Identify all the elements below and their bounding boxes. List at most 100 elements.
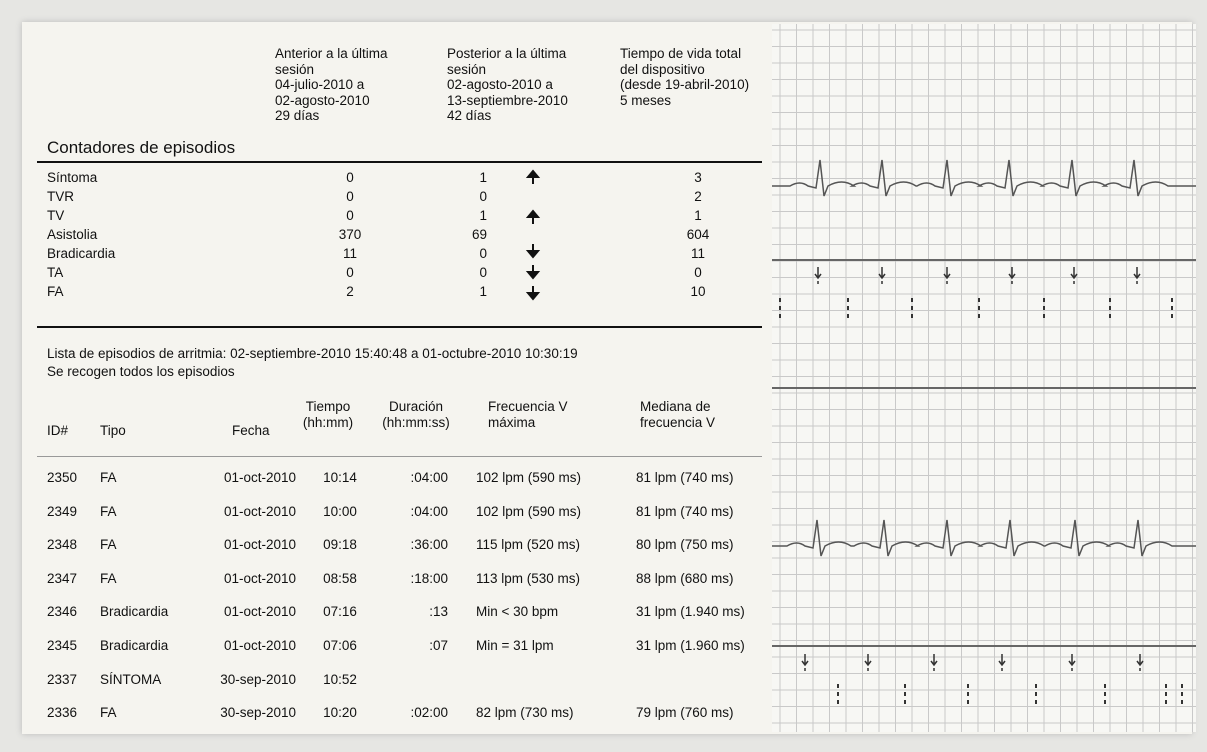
cell: 30-sep-2010: [220, 705, 296, 721]
counter-label: TVR: [47, 189, 74, 205]
counter-label: Síntoma: [47, 170, 97, 186]
column-header: 02-agosto-2010 a: [447, 77, 553, 93]
column-header: (desde 19-abril-2010): [620, 77, 749, 93]
cell: 01-oct-2010: [224, 537, 296, 553]
column-header: 5 meses: [620, 93, 671, 109]
counter-value: 0: [479, 189, 487, 205]
cell: 113 lpm (530 ms): [476, 571, 580, 587]
cell: 10:00: [323, 504, 357, 520]
column-header: Anterior a la última: [275, 46, 388, 62]
counter-value: 604: [687, 227, 710, 243]
cell: 30-sep-2010: [220, 672, 296, 688]
counter-label: TA: [47, 265, 63, 281]
column-header: 02-agosto-2010: [275, 93, 370, 109]
counter-value: 1: [479, 170, 487, 186]
counter-value: 11: [691, 246, 705, 262]
cell: 01-oct-2010: [224, 604, 296, 620]
counter-value: 10: [690, 284, 705, 300]
counter-value: 69: [472, 227, 487, 243]
cell: :04:00: [410, 470, 448, 486]
cell: 08:58: [323, 571, 357, 587]
counter-value: 0: [346, 265, 354, 281]
cell: Min = 31 lpm: [476, 638, 554, 654]
cell: Bradicardia: [100, 604, 168, 620]
counter-value: 1: [479, 208, 487, 224]
cell: :04:00: [410, 504, 448, 520]
counter-value: 0: [479, 246, 487, 262]
cell: 01-oct-2010: [224, 571, 296, 587]
column-header: ID#: [47, 423, 68, 439]
cell: 102 lpm (590 ms): [476, 470, 581, 486]
column-header: frecuencia V: [640, 415, 715, 431]
cell: 01-oct-2010: [224, 638, 296, 654]
cell: 88 lpm (680 ms): [636, 571, 734, 587]
counter-label: Bradicardia: [47, 246, 115, 262]
cell: 115 lpm (520 ms): [476, 537, 580, 553]
cell: 09:18: [323, 537, 357, 553]
cell: 10:20: [323, 705, 357, 721]
arrow-up: [528, 211, 538, 224]
cell: 07:06: [323, 638, 357, 654]
list-title: Lista de episodios de arritmia: 02-septi…: [47, 346, 578, 362]
counter-value: 2: [694, 189, 702, 205]
counter-value: 3: [694, 170, 702, 186]
cell: 82 lpm (730 ms): [476, 705, 574, 721]
cell: 31 lpm (1.940 ms): [636, 604, 745, 620]
column-header: del dispositivo: [620, 62, 705, 78]
counter-value: 2: [346, 284, 354, 300]
counter-label: FA: [47, 284, 64, 300]
counter-value: 1: [694, 208, 702, 224]
cell: 10:14: [323, 470, 357, 486]
cell: 2347: [47, 571, 77, 587]
counter-label: Asistolia: [47, 227, 97, 243]
cell: 79 lpm (760 ms): [636, 705, 734, 721]
column-header: sesión: [275, 62, 314, 78]
cell: :36:00: [410, 537, 448, 553]
cell: 81 lpm (740 ms): [636, 504, 734, 520]
column-header: 42 días: [447, 108, 491, 124]
counter-value: 0: [346, 208, 354, 224]
arrow-down: [528, 286, 538, 299]
column-header: (hh:mm:ss): [382, 415, 450, 431]
column-header: Fecha: [232, 423, 270, 439]
column-header: Mediana de: [640, 399, 711, 415]
column-header: Duración: [389, 399, 443, 415]
cell: Min < 30 bpm: [476, 604, 558, 620]
cell: 10:52: [323, 672, 357, 688]
arrow-down: [528, 244, 538, 257]
cell: :07: [429, 638, 448, 654]
column-header: Tipo: [100, 423, 126, 439]
cell: 01-oct-2010: [224, 504, 296, 520]
cell: 2350: [47, 470, 77, 486]
cell: FA: [100, 705, 117, 721]
column-header: Tiempo de vida total: [620, 46, 741, 62]
page: Contadores de episodiosAnterior a la últ…: [0, 0, 1207, 752]
ecg-strips: [772, 24, 1196, 732]
cell: FA: [100, 571, 117, 587]
cell: 2348: [47, 537, 77, 553]
cell: 01-oct-2010: [224, 470, 296, 486]
column-header: 13-septiembre-2010: [447, 93, 568, 109]
column-header: Posterior a la última: [447, 46, 566, 62]
cell: 2349: [47, 504, 77, 520]
counter-value: 1: [479, 284, 487, 300]
cell: :02:00: [410, 705, 448, 721]
counter-value: 0: [479, 265, 487, 281]
column-header: máxima: [488, 415, 535, 431]
counter-label: TV: [47, 208, 64, 224]
cell: 2345: [47, 638, 77, 654]
cell: 81 lpm (740 ms): [636, 470, 734, 486]
cell: :13: [429, 604, 448, 620]
cell: 102 lpm (590 ms): [476, 504, 581, 520]
counter-value: 11: [343, 246, 357, 262]
cell: FA: [100, 537, 117, 553]
cell: 07:16: [323, 604, 357, 620]
cell: 31 lpm (1.960 ms): [636, 638, 745, 654]
column-header: (hh:mm): [303, 415, 353, 431]
cell: FA: [100, 470, 117, 486]
counter-value: 0: [694, 265, 702, 281]
counter-value: 0: [346, 170, 354, 186]
ecg-background: [772, 24, 1196, 732]
arrow-up: [528, 171, 538, 184]
cell: :18:00: [410, 571, 448, 587]
